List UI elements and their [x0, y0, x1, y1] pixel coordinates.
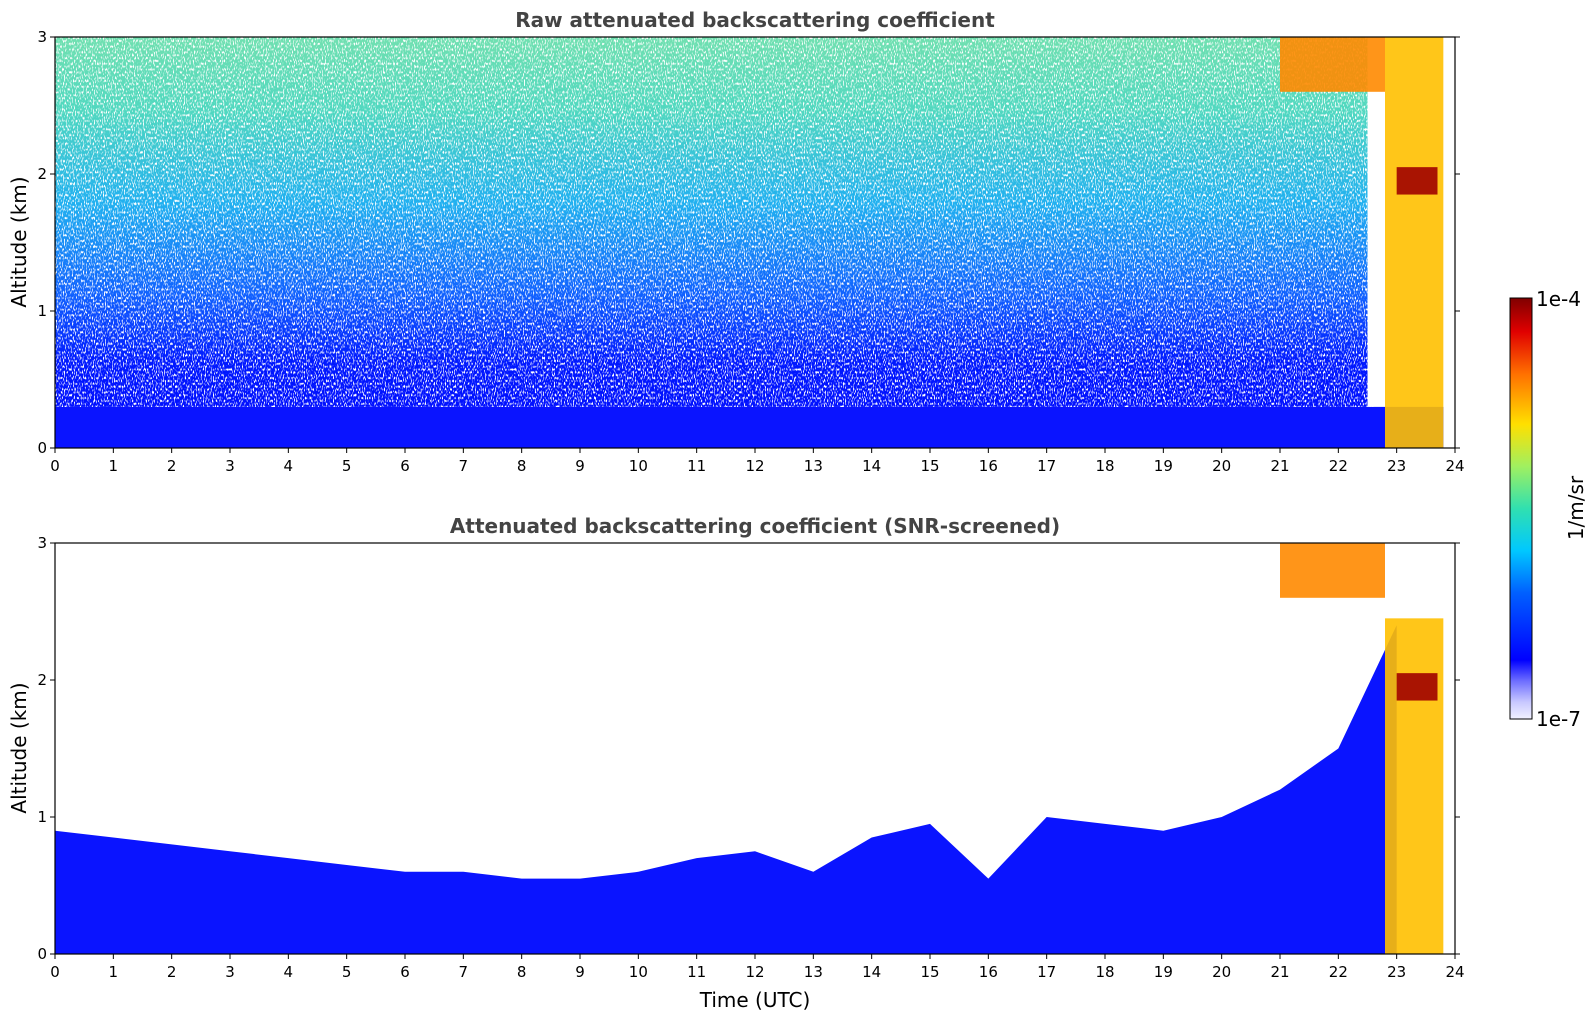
x-tick-label: 23: [1387, 457, 1406, 475]
x-tick-label: 9: [575, 457, 585, 475]
x-tick-label: 7: [459, 963, 469, 981]
y-axis-label: Altitude (km): [7, 682, 31, 813]
x-tick-label: 3: [225, 457, 235, 475]
colorbar-gradient: [1509, 297, 1533, 720]
x-tick-label: 7: [459, 457, 469, 475]
x-axis: 0 1 2 3 4 5 6 7 8 9 10 11 12 13 14 15 16 17 18 19 20 21 22 23 24: [50, 448, 1465, 475]
colorbar: 1e-4 1e-7 1/m/sr: [1509, 287, 1588, 731]
x-tick-label: 5: [342, 457, 352, 475]
x-tick-label: 3: [225, 963, 235, 981]
x-tick-label: 22: [1329, 963, 1348, 981]
colorbar-max-label: 1e-4: [1536, 287, 1581, 311]
heatmap-cell: [55, 406, 1444, 448]
heatmap-cell: [1396, 673, 1438, 701]
x-tick-label: 13: [804, 457, 823, 475]
y-tick-label: 3: [37, 28, 47, 46]
y-tick-label: 0: [37, 945, 47, 963]
heatmap-cell: [1280, 543, 1385, 598]
raw-backscatter-panel: Raw attenuated backscattering coefficien…: [7, 8, 1465, 475]
panel-title: Attenuated backscattering coefficient (S…: [450, 514, 1060, 538]
y-axis: 0 1 2 3: [37, 28, 1460, 457]
x-tick-label: 8: [517, 457, 527, 475]
x-axis-label: Time (UTC): [699, 988, 811, 1012]
x-tick-label: 24: [1445, 963, 1464, 981]
x-tick-label: 10: [629, 963, 648, 981]
x-tick-label: 16: [979, 457, 998, 475]
x-tick-label: 12: [745, 963, 764, 981]
x-tick-label: 11: [687, 963, 706, 981]
x-tick-label: 0: [50, 457, 60, 475]
x-tick-label: 24: [1445, 457, 1464, 475]
y-tick-label: 0: [37, 439, 47, 457]
x-tick-label: 17: [1037, 457, 1056, 475]
x-tick-label: 14: [862, 963, 881, 981]
x-tick-label: 18: [1095, 963, 1114, 981]
x-axis: 0 1 2 3 4 5 6 7 8 9 10 11 12 13 14 15 16 17 18 19 20 21 22 23 24: [50, 954, 1465, 981]
x-tick-label: 4: [284, 457, 294, 475]
x-tick-label: 16: [979, 963, 998, 981]
x-tick-label: 0: [50, 963, 60, 981]
x-tick-label: 13: [804, 963, 823, 981]
y-tick-label: 3: [37, 534, 47, 552]
y-axis-label: Altitude (km): [7, 176, 31, 307]
x-tick-label: 15: [920, 457, 939, 475]
x-tick-label: 8: [517, 963, 527, 981]
boundary-layer-area: [55, 625, 1397, 954]
x-tick-label: 12: [745, 457, 764, 475]
heatmap-cell: [1396, 167, 1438, 195]
x-tick-label: 10: [629, 457, 648, 475]
x-tick-label: 6: [400, 963, 410, 981]
x-tick-label: 11: [687, 457, 706, 475]
y-axis: 0 1 2 3: [37, 534, 1460, 963]
heatmap-area: [55, 37, 1444, 448]
x-tick-label: 1: [109, 457, 119, 475]
x-tick-label: 19: [1154, 963, 1173, 981]
y-tick-label: 2: [37, 165, 47, 183]
x-tick-label: 23: [1387, 963, 1406, 981]
snr-screened-backscatter-panel: Attenuated backscattering coefficient (S…: [7, 514, 1465, 1012]
x-tick-label: 4: [284, 963, 294, 981]
x-tick-label: 21: [1270, 457, 1289, 475]
x-tick-label: 5: [342, 963, 352, 981]
x-tick-label: 15: [920, 963, 939, 981]
x-tick-label: 2: [167, 457, 177, 475]
x-tick-label: 21: [1270, 963, 1289, 981]
x-tick-label: 17: [1037, 963, 1056, 981]
heatmap-cell: [1385, 618, 1444, 954]
noise-speckle: [55, 37, 1374, 407]
y-tick-label: 2: [37, 671, 47, 689]
x-tick-label: 2: [167, 963, 177, 981]
colorbar-min-label: 1e-7: [1536, 707, 1581, 731]
x-tick-label: 20: [1212, 963, 1231, 981]
x-tick-label: 20: [1212, 457, 1231, 475]
x-tick-label: 9: [575, 963, 585, 981]
x-tick-label: 14: [862, 457, 881, 475]
panel-title: Raw attenuated backscattering coefficien…: [515, 8, 995, 32]
x-tick-label: 18: [1095, 457, 1114, 475]
heatmap-cell: [1385, 37, 1444, 448]
y-tick-label: 1: [37, 302, 47, 320]
y-tick-label: 1: [37, 808, 47, 826]
x-tick-label: 1: [109, 963, 119, 981]
heatmap-area: [55, 543, 1444, 954]
colorbar-label: 1/m/sr: [1564, 475, 1588, 540]
x-tick-label: 22: [1329, 457, 1348, 475]
x-tick-label: 19: [1154, 457, 1173, 475]
heatmap-cell: [1280, 37, 1385, 92]
x-tick-label: 6: [400, 457, 410, 475]
